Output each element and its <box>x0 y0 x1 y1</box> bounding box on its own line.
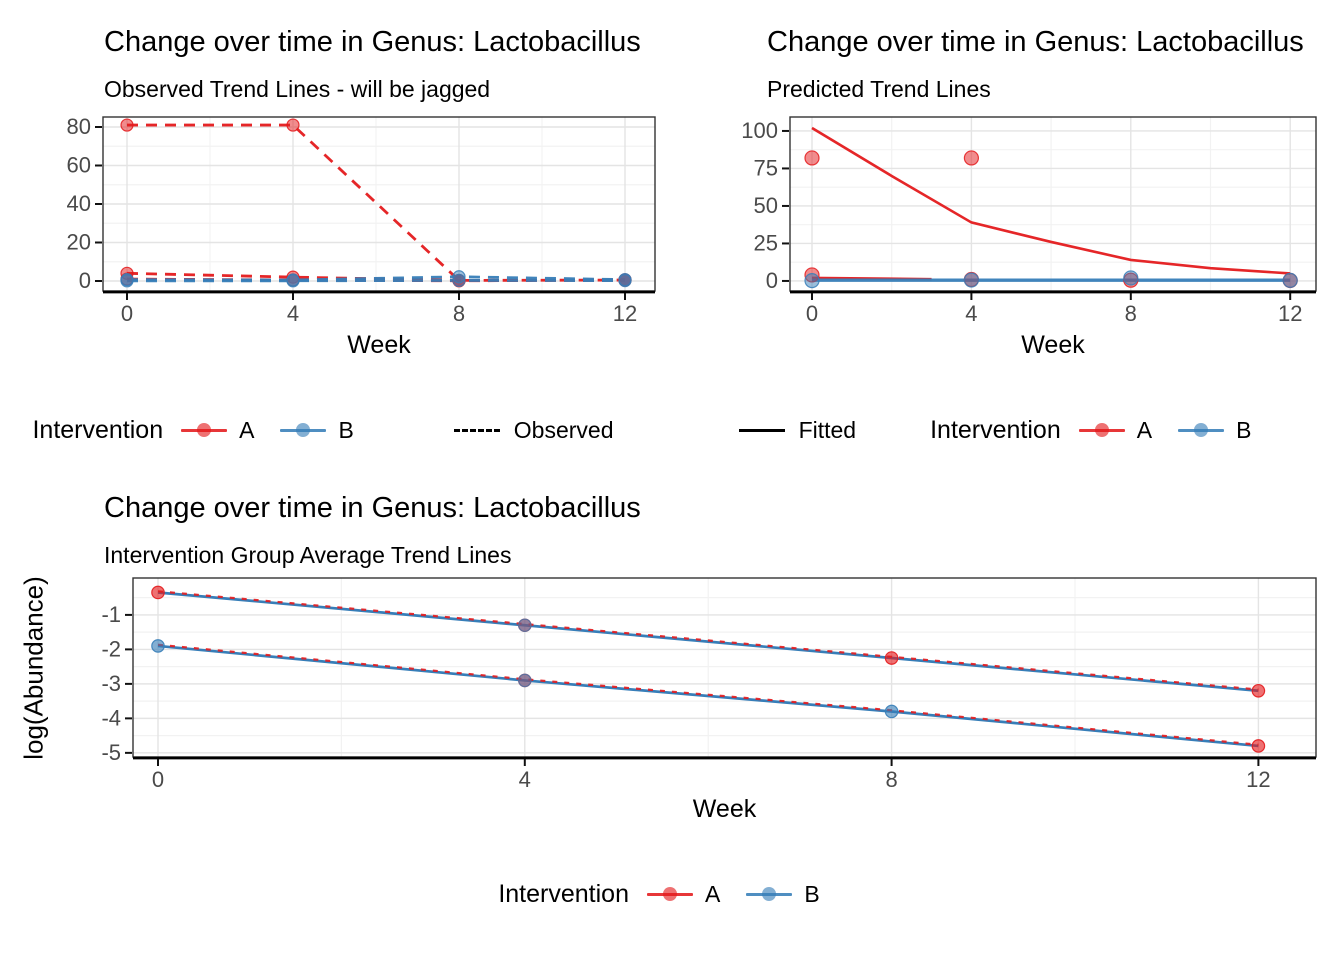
y-tick-label: 60 <box>67 153 91 178</box>
legend-label-a: A <box>239 416 255 443</box>
legend-key-intervention-b <box>1178 419 1225 441</box>
data-point <box>1282 272 1298 288</box>
data-point <box>804 273 820 289</box>
data-point <box>517 618 532 633</box>
data-point <box>1251 739 1266 753</box>
data-point <box>963 150 980 166</box>
chart2-title: Change over time in Genus: Lactobacillus <box>767 26 1304 58</box>
legend-dot-red <box>197 423 212 437</box>
trend-line-A <box>127 123 626 282</box>
data-point <box>452 273 466 288</box>
legend-dot-blue <box>762 887 777 901</box>
y-tick-label: -5 <box>101 740 121 765</box>
legend-key-observed-dashed-line <box>453 428 500 432</box>
x-tick-label: 12 <box>613 301 637 326</box>
y-tick-label: 40 <box>67 191 91 216</box>
data-point <box>1123 270 1139 286</box>
legend-key-intervention-a <box>1078 419 1125 441</box>
data-point <box>618 274 632 288</box>
y-tick-label: -3 <box>101 671 121 696</box>
chart1-title: Change over time in Genus: Lactobacillus <box>104 26 641 58</box>
x-tick-label: 4 <box>287 301 299 326</box>
legend-dot-blue <box>296 423 311 437</box>
x-tick-label: 8 <box>453 301 465 326</box>
legend-title: Intervention <box>32 415 164 444</box>
chart3-legend: Intervention A B <box>0 866 1344 922</box>
chart3-x-axis-label: Week <box>692 795 757 823</box>
x-tick-label: 4 <box>519 767 531 792</box>
y-tick-label: 0 <box>79 268 91 293</box>
trend-line-A <box>811 126 1291 275</box>
data-point <box>286 274 300 288</box>
y-tick-label: 80 <box>67 114 91 139</box>
data-point <box>963 272 980 288</box>
trend-line-A <box>157 643 1259 746</box>
x-tick-label: 0 <box>806 301 818 326</box>
data-point <box>1251 683 1266 698</box>
data-point <box>517 673 532 688</box>
chart1-subtitle: Observed Trend Lines - will be jagged <box>104 76 491 102</box>
data-point <box>120 274 134 288</box>
chart3-y-axis-label: log(Abundance) <box>18 576 49 760</box>
legend-label-a: A <box>704 880 721 907</box>
x-tick-label: 0 <box>121 301 133 326</box>
chart1-legend: Intervention A B Observed <box>0 402 672 458</box>
trend-line-B <box>157 591 1259 693</box>
observed-plot-panel: 0 4 8 12 0 20 40 60 80 <box>67 114 656 326</box>
legend-title: Intervention <box>498 879 629 908</box>
data-point <box>884 704 899 719</box>
data-point <box>151 585 165 600</box>
x-tick-label: 8 <box>1125 301 1137 326</box>
y-tick-label: 50 <box>754 193 778 218</box>
x-tick-label: 4 <box>965 301 977 326</box>
trend-line-B <box>157 644 1259 748</box>
chart2-legend: Fitted Intervention A B <box>672 402 1344 458</box>
y-tick-label: -1 <box>101 602 121 627</box>
x-tick-label: 0 <box>152 767 164 792</box>
legend-dot-red <box>1094 423 1109 437</box>
legend-label-a: A <box>1136 416 1153 443</box>
x-tick-label: 12 <box>1278 301 1302 326</box>
legend-label-b: B <box>338 416 354 443</box>
data-point <box>120 118 134 132</box>
legend-dot-red <box>662 887 677 901</box>
y-tick-label: 100 <box>741 118 778 143</box>
y-tick-label: -2 <box>101 636 121 661</box>
legend-key-fitted-solid-line <box>738 428 785 432</box>
y-tick-label: 25 <box>754 230 778 255</box>
legend-dot-blue <box>1194 423 1209 437</box>
x-tick-label: 8 <box>885 767 897 792</box>
legend-key-intervention-a <box>646 883 693 905</box>
predicted-plot-panel: 0 4 8 12 0 25 50 75 100 <box>741 116 1317 326</box>
data-point <box>884 651 899 665</box>
legend-key-intervention-b <box>746 883 793 905</box>
chart2-x-axis-label: Week <box>1021 331 1085 359</box>
legend-key-intervention-b <box>280 419 327 441</box>
x-tick-label: 12 <box>1246 767 1270 792</box>
average-plot-panel: 0 4 8 12 -1 -2 -3 -4 -5 <box>101 577 1317 792</box>
y-tick-label: 20 <box>67 229 91 254</box>
data-point <box>804 150 820 166</box>
data-point <box>151 639 165 653</box>
y-tick-label: 0 <box>766 268 778 293</box>
trend-line-A <box>157 590 1259 691</box>
legend-label-fitted: Fitted <box>798 416 857 443</box>
legend-key-intervention-a <box>181 419 228 441</box>
legend-label-b: B <box>1236 416 1252 443</box>
legend-title: Intervention <box>930 415 1061 444</box>
data-point <box>286 118 300 132</box>
legend-label-observed: Observed <box>513 416 614 443</box>
chart1-x-axis-label: Week <box>347 331 411 359</box>
y-tick-label: -4 <box>101 705 121 730</box>
legend-label-b: B <box>804 880 820 907</box>
y-tick-label: 75 <box>754 155 778 180</box>
chart3-subtitle: Intervention Group Average Trend Lines <box>104 542 512 568</box>
chart3-title: Change over time in Genus: Lactobacillus <box>104 492 641 524</box>
chart2-subtitle: Predicted Trend Lines <box>767 76 991 102</box>
panel-border <box>789 116 1317 292</box>
